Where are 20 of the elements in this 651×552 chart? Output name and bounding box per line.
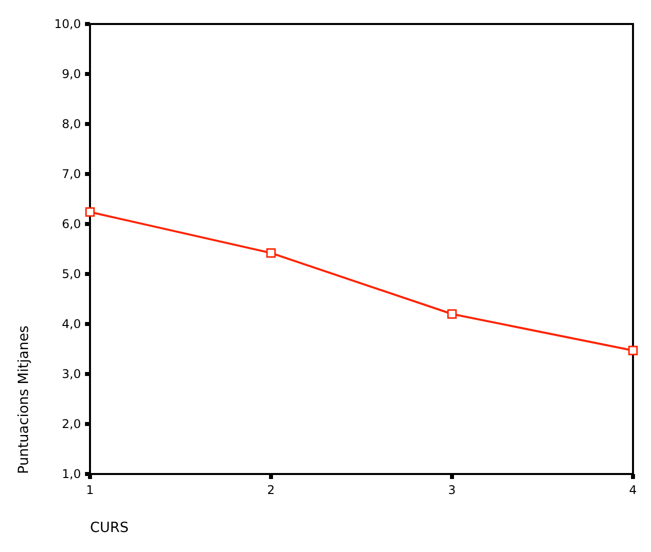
x-tick-label: 2 bbox=[267, 483, 275, 497]
y-tick-label: 4,0 bbox=[62, 317, 81, 332]
y-tick-label: 8,0 bbox=[62, 117, 81, 132]
x-axis-title: CURS bbox=[90, 520, 129, 536]
y-tick-label: 3,0 bbox=[62, 367, 81, 382]
x-tick-label: 3 bbox=[448, 483, 456, 497]
y-tick-label: 5,0 bbox=[62, 267, 81, 282]
point bbox=[447, 309, 457, 319]
y-tick-label: 2,0 bbox=[62, 417, 81, 432]
x-tick-label: 4 bbox=[629, 483, 637, 497]
y-axis-title: Puntuacions Mitjanes bbox=[16, 326, 32, 474]
y-tick-label: 1,0 bbox=[62, 467, 81, 482]
point bbox=[266, 248, 276, 258]
y-tick-label: 9,0 bbox=[62, 67, 81, 82]
point bbox=[85, 207, 95, 217]
point bbox=[628, 346, 638, 356]
y-tick-label: 10,0 bbox=[54, 17, 81, 32]
y-tick-label: 7,0 bbox=[62, 167, 81, 182]
x-tick-label: 1 bbox=[86, 483, 94, 497]
y-tick-label: 6,0 bbox=[62, 217, 81, 232]
